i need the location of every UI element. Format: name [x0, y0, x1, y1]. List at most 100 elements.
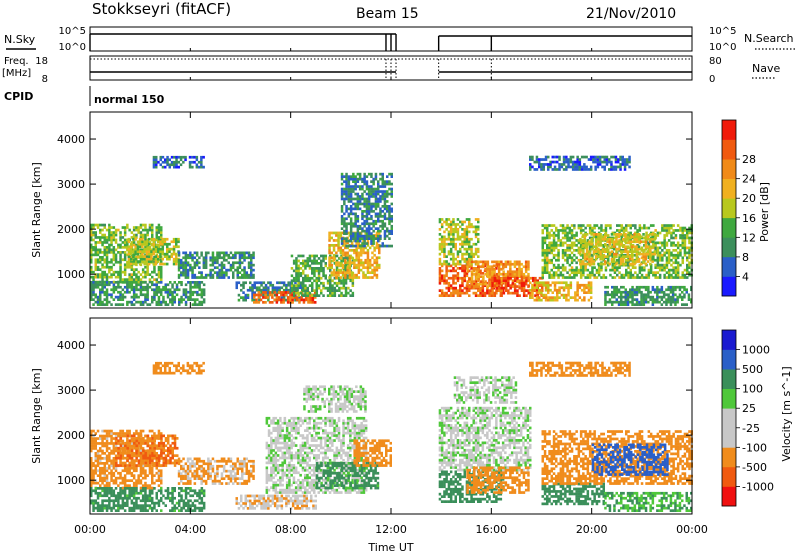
heatmap-cell: [135, 293, 138, 297]
heatmap-cell: [349, 229, 353, 233]
heatmap-cell: [390, 219, 393, 223]
heatmap-cell: [386, 192, 389, 196]
heatmap-cell: [390, 195, 393, 198]
heatmap-cell: [667, 258, 671, 262]
heatmap-cell: [128, 275, 131, 279]
heatmap-cell: [661, 224, 664, 227]
heatmap-cell: [198, 266, 201, 269]
heatmap-cell: [589, 286, 593, 290]
heatmap-cell: [604, 268, 608, 272]
heatmap-cell: [244, 296, 247, 299]
heatmap-cell: [663, 251, 666, 255]
heatmap-cell: [264, 293, 267, 297]
heatmap-cell: [141, 255, 144, 258]
heatmap-cell: [683, 273, 687, 277]
heatmap-cell: [110, 303, 113, 306]
heatmap-cell: [672, 249, 675, 252]
heatmap-cell: [465, 291, 469, 295]
heatmap-cell: [674, 303, 677, 306]
heatmap-cell: [606, 255, 609, 258]
heatmap-cell: [595, 224, 599, 227]
heatmap-cell: [160, 260, 163, 264]
heatmap-cell: [101, 281, 104, 284]
heatmap-cell: [390, 244, 393, 248]
heatmap-cell: [267, 291, 270, 294]
heatmap-cell: [317, 294, 321, 297]
heatmap-cell: [595, 253, 599, 257]
heatmap-cell: [166, 252, 169, 256]
heatmap-cell: [103, 290, 106, 294]
heatmap-cell: [607, 258, 610, 262]
heatmap-cell: [548, 224, 551, 227]
heatmap-cell: [349, 187, 353, 191]
heatmap-cell: [159, 252, 162, 256]
heatmap-cell: [99, 231, 102, 234]
heatmap-cell: [474, 294, 478, 297]
heatmap-cell: [141, 257, 144, 261]
heatmap-cell: [669, 290, 673, 294]
heatmap-cell: [152, 165, 156, 169]
heatmap-cell: [552, 271, 556, 274]
heatmap-cell: [556, 281, 559, 285]
heatmap-cell: [576, 163, 579, 166]
heatmap-cell: [386, 244, 389, 248]
heatmap-cell: [616, 273, 619, 277]
heatmap-cell: [513, 276, 517, 280]
heatmap-cell: [482, 260, 485, 264]
heatmap-cell: [548, 273, 551, 277]
heatmap-cell: [640, 247, 643, 251]
heatmap-cell: [166, 262, 169, 266]
heatmap-cell: [456, 223, 460, 226]
heatmap-cell: [90, 256, 93, 259]
heatmap-cell: [548, 261, 551, 265]
heatmap-cell: [330, 273, 333, 277]
heatmap-cell: [189, 266, 192, 269]
heatmap-cell: [447, 264, 451, 268]
heatmap-cell: [656, 241, 660, 245]
heatmap-cell: [535, 286, 539, 290]
heatmap-cell: [220, 261, 224, 265]
heatmap-cell: [112, 253, 116, 257]
heatmap-cell: [488, 294, 491, 297]
heatmap-cell: [600, 224, 603, 227]
heatmap-cell: [461, 223, 464, 226]
heatmap-cell: [571, 163, 575, 166]
heatmap-cell: [374, 219, 378, 223]
heatmap-cell: [121, 246, 125, 249]
heatmap-cell: [541, 246, 544, 250]
heatmap-cell: [358, 202, 362, 206]
heatmap-cell: [591, 229, 594, 232]
heatmap-cell: [222, 266, 226, 269]
heatmap-cell: [622, 229, 626, 232]
heatmap-cell: [665, 244, 669, 247]
heatmap-cell: [313, 254, 316, 258]
heatmap-cell: [535, 160, 539, 164]
heatmap-cell: [305, 296, 308, 299]
heatmap-cell: [180, 271, 183, 274]
heatmap-cell: [627, 273, 630, 277]
heatmap-cell: [558, 155, 561, 159]
heatmap-cell: [577, 241, 581, 245]
heatmap-cell: [452, 218, 455, 221]
heatmap-cell: [345, 224, 348, 228]
heatmap-cell: [372, 182, 375, 186]
heatmap-cell: [108, 233, 111, 237]
heatmap-cell: [647, 285, 650, 289]
heatmap-cell: [454, 264, 457, 268]
heatmap-cell: [653, 252, 657, 256]
heatmap-cell: [103, 293, 106, 297]
heatmap-cell: [381, 222, 384, 226]
heatmap-cell: [565, 168, 568, 171]
heatmap-cell: [222, 258, 226, 262]
heatmap-cell: [599, 235, 602, 239]
heatmap-cell: [504, 262, 508, 266]
heatmap-cell: [472, 255, 475, 258]
heatmap-cell: [357, 251, 361, 255]
heatmap-cell: [160, 281, 163, 284]
heatmap-cell: [524, 260, 528, 264]
heatmap-cell: [618, 261, 621, 265]
heatmap-cell: [557, 231, 560, 235]
heatmap-cell: [245, 276, 248, 279]
heatmap-cell: [186, 276, 190, 279]
heatmap-cell: [504, 286, 508, 290]
